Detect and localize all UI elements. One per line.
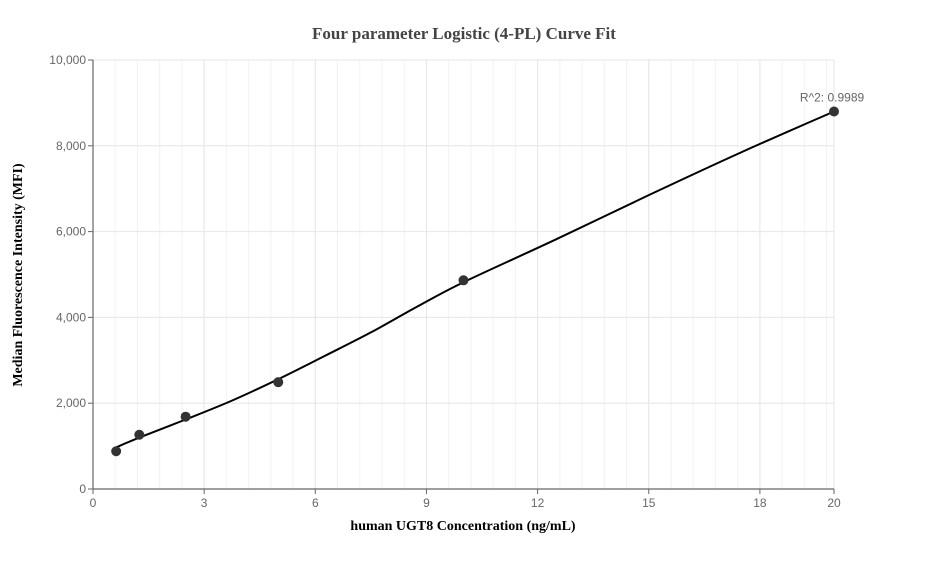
- x-tick-label: 3: [201, 496, 208, 510]
- x-tick-label: 15: [642, 496, 656, 510]
- data-point: [273, 377, 284, 388]
- x-tick-label: 18: [753, 496, 767, 510]
- y-axis-label: Median Fluorescence Intensity (MFI): [11, 163, 26, 387]
- y-tick-label: 6,000: [56, 225, 86, 239]
- data-point: [180, 411, 191, 422]
- chart-title: Four parameter Logistic (4-PL) Curve Fit: [312, 24, 616, 43]
- data-point: [458, 275, 469, 286]
- x-tick-label: 20: [827, 496, 841, 510]
- data-point: [134, 429, 145, 440]
- fit-curve: [115, 110, 835, 449]
- data-point: [829, 106, 839, 117]
- axes: [88, 59, 835, 494]
- tick-labels: 0 3 6 9 12 15 18 20 0 2,000 4,000 6,000 8,000 10,000: [49, 53, 841, 510]
- y-tick-label: 2,000: [56, 396, 86, 410]
- x-axis-label: human UGT8 Concentration (ng/mL): [350, 519, 576, 534]
- x-tick-label: 6: [312, 496, 319, 510]
- y-tick-label: 8,000: [56, 139, 86, 153]
- y-tick-label: 0: [79, 482, 86, 496]
- grid: [93, 59, 835, 489]
- y-tick-label: 10,000: [49, 53, 86, 67]
- y-tick-label: 4,000: [56, 310, 86, 324]
- data-points: [111, 106, 839, 457]
- r-squared-annotation: R^2: 0.9989: [800, 90, 865, 104]
- x-tick-label: 12: [531, 496, 545, 510]
- x-tick-label: 9: [423, 496, 430, 510]
- x-tick-label: 0: [90, 496, 97, 510]
- data-point: [111, 446, 122, 457]
